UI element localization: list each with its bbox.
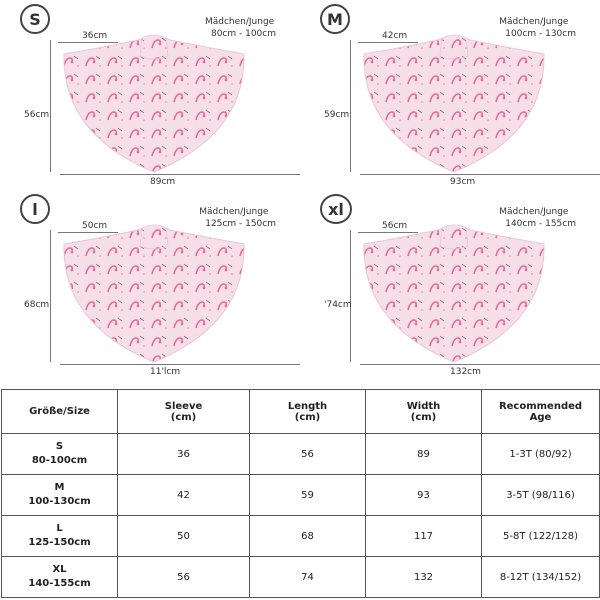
height-range: 100cm - 130cm [505, 29, 576, 39]
age-cell: 5-8T (122/128) [481, 515, 600, 557]
width-cell: 117 [365, 515, 482, 557]
header-size: Größe/Size [1, 389, 118, 434]
table-header-row: Größe/Size Sleeve (cm) Length (cm) Width… [1, 389, 600, 434]
height-range: 80cm - 100cm [210, 29, 276, 39]
width-dimension-line [60, 174, 300, 175]
length-cell: 68 [249, 515, 366, 557]
header-width: Width (cm) [365, 389, 482, 434]
size-chart-table: Größe/Size Sleeve (cm) Length (cm) Width… [1, 389, 600, 598]
length-cell: 74 [249, 556, 366, 598]
width-cell: 93 [365, 474, 482, 516]
header-sleeve: Sleeve (cm) [117, 389, 250, 434]
size-panel-2: l Mädchen/Junge 125cm - 150cm 50cm 68cm [0, 190, 300, 380]
gender-label: Mädchen/Junge [499, 207, 569, 217]
gender-label: Mädchen/Junge [499, 17, 569, 27]
sleeve-measure: 42cm [382, 31, 408, 41]
width-dimension-line [60, 364, 300, 365]
poncho-hood [139, 34, 169, 60]
poncho-shape [363, 225, 545, 363]
width-measure: 11'lcm [150, 367, 181, 377]
size-badge: xl [320, 194, 352, 224]
sleeve-cell: 50 [117, 515, 250, 557]
length-dimension-line [350, 40, 351, 172]
poncho-shape [363, 35, 545, 173]
width-cell: 89 [365, 433, 482, 475]
sleeve-measure: 56cm [382, 221, 408, 231]
length-dimension-line [350, 230, 351, 362]
length-dimension-line [50, 40, 51, 172]
table-row: S 80-100cm 36 56 89 1-3T (80/92) [1, 433, 600, 475]
length-measure: 59cm [324, 110, 350, 120]
size-badge: M [320, 4, 350, 34]
sleeve-dimension-line [358, 232, 418, 233]
size-cell: S 80-100cm [1, 433, 118, 475]
size-code: XL [52, 564, 67, 575]
table-row: L 125-150cm 50 68 117 5-8T (122/128) [1, 515, 600, 557]
poncho-hood [139, 224, 169, 250]
size-badge: S [20, 4, 50, 34]
header-age: Recommended Age [481, 389, 600, 434]
size-range: 80-100cm [31, 455, 88, 466]
sleeve-cell: 36 [117, 433, 250, 475]
poncho-illustration [63, 34, 245, 173]
width-cell: 132 [365, 556, 482, 598]
size-code: S [55, 441, 64, 452]
sleeve-cell: 42 [117, 474, 250, 516]
poncho-illustration [363, 34, 545, 173]
length-dimension-line [50, 230, 51, 362]
poncho-shape [63, 225, 245, 363]
sleeve-measure: 50cm [82, 221, 108, 231]
poncho-illustration [363, 224, 545, 363]
gender-label: Mädchen/Junge [199, 207, 269, 217]
length-cell: 59 [249, 474, 366, 516]
size-info: Mädchen/Junge 140cm - 155cm [499, 206, 576, 230]
sleeve-measure: 36cm [82, 31, 108, 41]
height-range: 140cm - 155cm [505, 219, 576, 229]
table-row: M 100-130cm 42 59 93 3-5T (98/116) [1, 474, 600, 516]
poncho-hood [439, 34, 469, 60]
width-dimension-line [360, 364, 600, 365]
poncho-shape [63, 35, 245, 173]
height-range: 125cm - 150cm [205, 219, 276, 229]
size-code: L [56, 523, 63, 534]
length-cell: 56 [249, 433, 366, 475]
size-panel-3: xl Mädchen/Junge 140cm - 155cm 56cm '74c… [300, 190, 600, 380]
width-measure: 89cm [150, 177, 176, 187]
size-panel-1: M Mädchen/Junge 100cm - 130cm 42cm 59cm [300, 0, 600, 190]
age-cell: 1-3T (80/92) [481, 433, 600, 475]
length-measure: 56cm [24, 110, 50, 120]
gender-label: Mädchen/Junge [204, 17, 275, 27]
age-cell: 3-5T (98/116) [481, 474, 600, 516]
size-info: Mädchen/Junge 80cm - 100cm [205, 16, 276, 40]
size-range: 140-155cm [28, 578, 91, 589]
width-dimension-line [360, 174, 600, 175]
size-panel-0: S Mädchen/Junge 80cm - 100cm 36cm 56cm 8 [0, 0, 300, 190]
width-measure: 93cm [450, 177, 476, 187]
poncho-hood [439, 224, 469, 250]
size-info: Mädchen/Junge 125cm - 150cm [199, 206, 276, 230]
size-badge: l [20, 194, 50, 224]
size-cell: L 125-150cm [1, 515, 118, 557]
size-cell: M 100-130cm [1, 474, 118, 516]
width-measure: 132cm [450, 367, 481, 377]
length-measure: 68cm [24, 300, 50, 310]
header-length: Length (cm) [249, 389, 366, 434]
poncho-illustration [63, 224, 245, 363]
sleeve-dimension-line [58, 232, 118, 233]
sleeve-dimension-line [358, 42, 418, 43]
sleeve-cell: 56 [117, 556, 250, 598]
length-measure: '74cm [324, 300, 352, 310]
age-cell: 8-12T (134/152) [481, 556, 600, 598]
size-code: M [54, 482, 65, 493]
size-range: 125-150cm [28, 537, 91, 548]
size-range: 100-130cm [28, 496, 91, 507]
table-row: XL 140-155cm 56 74 132 8-12T (134/152) [1, 556, 600, 598]
sleeve-dimension-line [58, 42, 118, 43]
size-cell: XL 140-155cm [1, 556, 118, 598]
size-info: Mädchen/Junge 100cm - 130cm [499, 16, 576, 40]
